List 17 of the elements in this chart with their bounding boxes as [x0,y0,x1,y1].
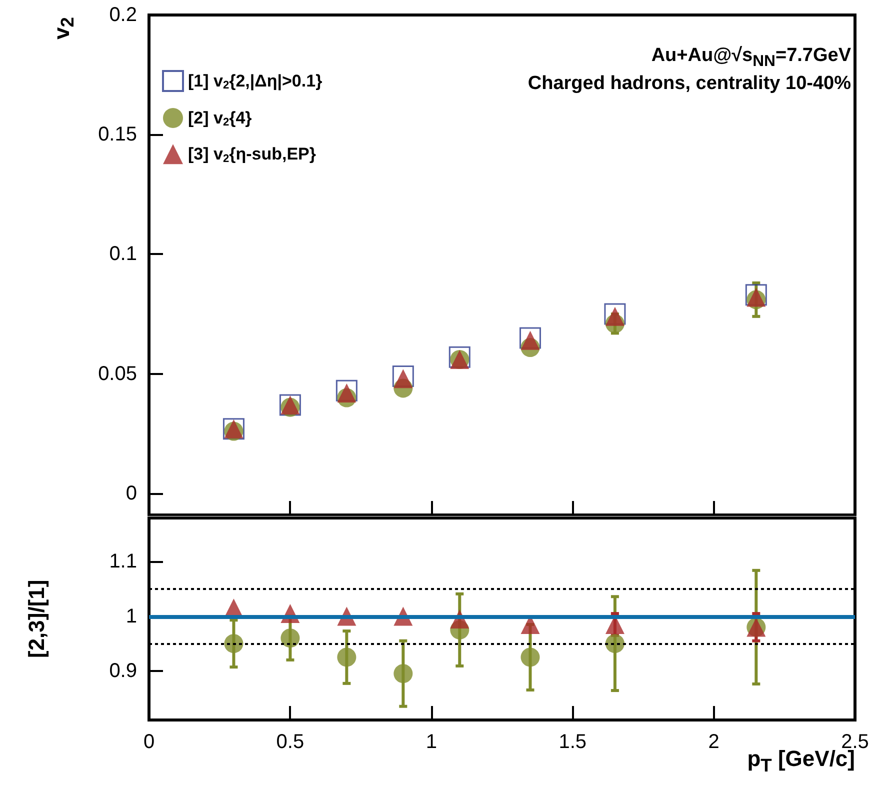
y-tick-label: 0.05 [98,362,137,385]
x-tick-label: 1.5 [558,731,587,753]
y-tick-label: 0 [126,482,137,504]
y-tick-label: 0.9 [109,660,137,682]
annotation: Charged hadrons, centrality 10-40% [528,73,851,95]
x-tick-label: 1 [426,731,437,753]
y-tick-label: 0.15 [98,124,137,146]
y-tick-label: 1 [126,605,137,628]
y-axis-title: [2,3]/[1] [24,578,50,660]
x-tick-label: 0 [143,731,155,753]
x-tick-label: 0.5 [276,731,304,753]
legend-label: [1] v2{2,|Δη|>0.1} [188,72,323,92]
annotation: Au+Au@√s$_{NN}$=7.7GeV [651,45,851,71]
y-tick-label: 0.1 [109,243,137,266]
y-tick-label: 1.1 [109,550,137,573]
y-tick-label: 0.2 [109,4,137,26]
x-tick-label: 2 [708,731,720,753]
